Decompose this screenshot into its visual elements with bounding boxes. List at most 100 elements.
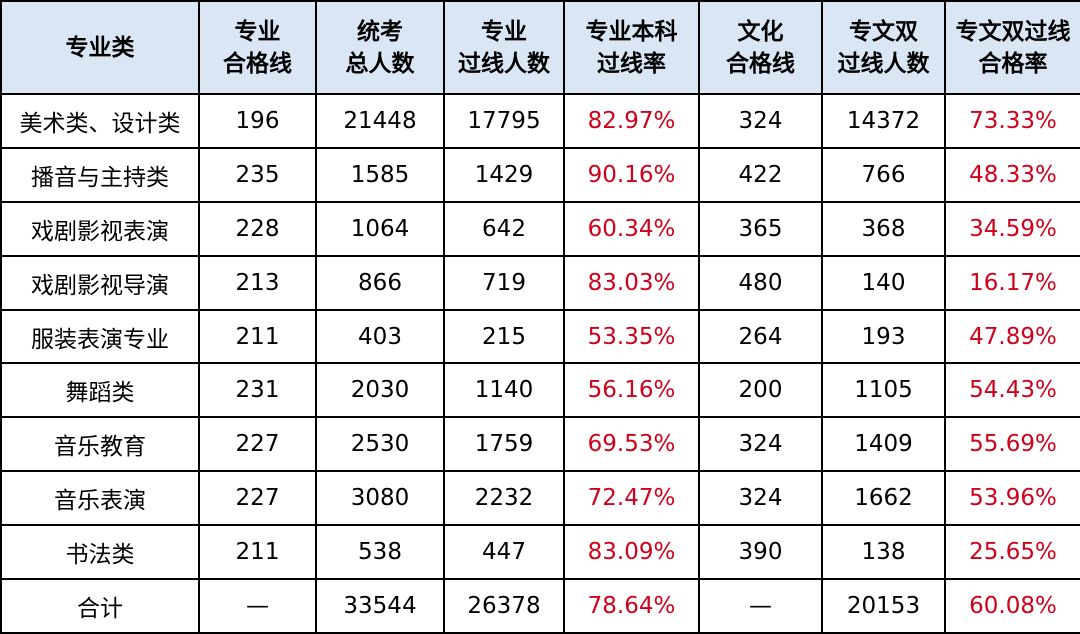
cell-major-pass-rate: 56.16% (563, 362, 700, 419)
table-row: 播音与主持类 235 1585 1429 90.16% 422 766 48.3… (0, 146, 1080, 203)
header-major-pass-rate: 专业本科 过线率 (563, 0, 700, 95)
cell-culture-pass-line: 390 (698, 524, 823, 581)
cell-culture-pass-line: 264 (698, 308, 823, 365)
cell-double-pass-rate: 73.33% (944, 93, 1080, 149)
cell-total-examinees: 1064 (315, 200, 445, 257)
cell-culture-pass-line: — (698, 578, 823, 634)
cell-double-passed-count: 1662 (821, 470, 946, 527)
cell-category: 服装表演专业 (0, 308, 200, 365)
cell-major-passed-count: 17795 (443, 93, 565, 149)
cell-major-pass-line: 196 (198, 93, 317, 149)
cell-major-pass-line: 235 (198, 146, 317, 203)
table-row: 戏剧影视表演 228 1064 642 60.34% 365 368 34.59… (0, 200, 1080, 257)
cell-major-pass-rate: 72.47% (563, 470, 700, 527)
cell-culture-pass-line: 200 (698, 362, 823, 419)
cell-double-pass-rate: 60.08% (944, 578, 1080, 634)
table-total-row: 合计 — 33544 26378 78.64% — 20153 60.08% (0, 578, 1080, 634)
cell-total-examinees: 866 (315, 254, 445, 311)
cell-major-passed-count: 26378 (443, 578, 565, 634)
cell-major-pass-rate: 60.34% (563, 200, 700, 257)
cell-double-pass-rate: 34.59% (944, 200, 1080, 257)
cell-double-passed-count: 140 (821, 254, 946, 311)
cell-double-passed-count: 20153 (821, 578, 946, 634)
cell-culture-pass-line: 365 (698, 200, 823, 257)
cell-category: 戏剧影视表演 (0, 200, 200, 257)
header-culture-pass-line: 文化 合格线 (698, 0, 823, 95)
header-total-examinees: 统考 总人数 (315, 0, 445, 95)
table-header: 专业类 专业 合格线 统考 总人数 专业 过线人数 专业本科 过线率 文化 合格… (0, 0, 1080, 95)
cell-major-pass-line: 228 (198, 200, 317, 257)
cell-major-passed-count: 447 (443, 524, 565, 581)
cell-major-pass-line: — (198, 578, 317, 634)
header-double-passed-count: 专文双 过线人数 (821, 0, 946, 95)
cell-total-examinees: 2530 (315, 416, 445, 473)
cell-double-passed-count: 766 (821, 146, 946, 203)
table-row: 书法类 211 538 447 83.09% 390 138 25.65% (0, 524, 1080, 581)
table-row: 音乐教育 227 2530 1759 69.53% 324 1409 55.69… (0, 416, 1080, 473)
table-row: 服装表演专业 211 403 215 53.35% 264 193 47.89% (0, 308, 1080, 365)
cell-total-examinees: 21448 (315, 93, 445, 149)
cell-double-passed-count: 1105 (821, 362, 946, 419)
cell-major-pass-line: 211 (198, 308, 317, 365)
cell-category: 戏剧影视导演 (0, 254, 200, 311)
cell-major-pass-rate: 53.35% (563, 308, 700, 365)
cell-major-pass-line: 211 (198, 524, 317, 581)
cell-category: 书法类 (0, 524, 200, 581)
cell-total-examinees: 1585 (315, 146, 445, 203)
table-body: 美术类、设计类 196 21448 17795 82.97% 324 14372… (0, 93, 1080, 634)
cell-double-passed-count: 368 (821, 200, 946, 257)
cell-double-passed-count: 1409 (821, 416, 946, 473)
cell-major-passed-count: 1429 (443, 146, 565, 203)
cell-double-passed-count: 14372 (821, 93, 946, 149)
table-row: 舞蹈类 231 2030 1140 56.16% 200 1105 54.43% (0, 362, 1080, 419)
cell-culture-pass-line: 324 (698, 93, 823, 149)
cell-category: 播音与主持类 (0, 146, 200, 203)
cell-major-pass-rate: 82.97% (563, 93, 700, 149)
header-category: 专业类 (0, 0, 200, 95)
cell-double-pass-rate: 54.43% (944, 362, 1080, 419)
cell-culture-pass-line: 480 (698, 254, 823, 311)
cell-major-pass-rate: 90.16% (563, 146, 700, 203)
cell-double-pass-rate: 47.89% (944, 308, 1080, 365)
table-row: 音乐表演 227 3080 2232 72.47% 324 1662 53.96… (0, 470, 1080, 527)
cell-category: 音乐表演 (0, 470, 200, 527)
cell-culture-pass-line: 324 (698, 470, 823, 527)
cell-double-passed-count: 138 (821, 524, 946, 581)
cell-category: 合计 (0, 578, 200, 634)
table-row: 戏剧影视导演 213 866 719 83.03% 480 140 16.17% (0, 254, 1080, 311)
cell-category: 美术类、设计类 (0, 93, 200, 149)
cell-major-passed-count: 642 (443, 200, 565, 257)
cell-major-pass-line: 231 (198, 362, 317, 419)
cell-double-pass-rate: 55.69% (944, 416, 1080, 473)
cell-total-examinees: 33544 (315, 578, 445, 634)
cell-double-pass-rate: 53.96% (944, 470, 1080, 527)
cell-double-pass-rate: 16.17% (944, 254, 1080, 311)
cell-culture-pass-line: 324 (698, 416, 823, 473)
table-row: 美术类、设计类 196 21448 17795 82.97% 324 14372… (0, 93, 1080, 149)
cell-culture-pass-line: 422 (698, 146, 823, 203)
cell-double-passed-count: 193 (821, 308, 946, 365)
cell-total-examinees: 3080 (315, 470, 445, 527)
cell-major-pass-line: 227 (198, 416, 317, 473)
cell-major-passed-count: 215 (443, 308, 565, 365)
cell-category: 音乐教育 (0, 416, 200, 473)
cell-total-examinees: 403 (315, 308, 445, 365)
header-major-pass-line: 专业 合格线 (198, 0, 317, 95)
cell-major-passed-count: 719 (443, 254, 565, 311)
cell-major-pass-line: 213 (198, 254, 317, 311)
cell-double-pass-rate: 25.65% (944, 524, 1080, 581)
cell-major-pass-rate: 69.53% (563, 416, 700, 473)
cell-double-pass-rate: 48.33% (944, 146, 1080, 203)
cell-major-pass-line: 227 (198, 470, 317, 527)
header-major-passed-count: 专业 过线人数 (443, 0, 565, 95)
cell-major-pass-rate: 83.03% (563, 254, 700, 311)
cell-major-passed-count: 1140 (443, 362, 565, 419)
cell-total-examinees: 2030 (315, 362, 445, 419)
cell-total-examinees: 538 (315, 524, 445, 581)
cell-major-passed-count: 2232 (443, 470, 565, 527)
cell-category: 舞蹈类 (0, 362, 200, 419)
header-row: 专业类 专业 合格线 统考 总人数 专业 过线人数 专业本科 过线率 文化 合格… (0, 0, 1080, 95)
cell-major-pass-rate: 78.64% (563, 578, 700, 634)
cell-major-passed-count: 1759 (443, 416, 565, 473)
